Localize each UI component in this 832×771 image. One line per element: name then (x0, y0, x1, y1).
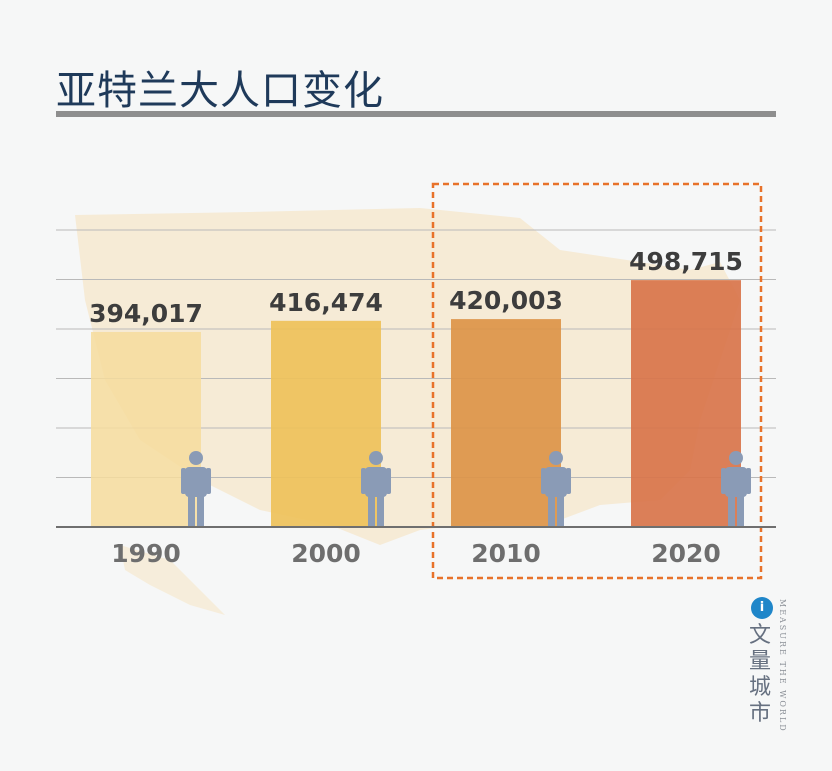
value-label-2000: 416,474 (269, 288, 383, 317)
person-icon (541, 451, 571, 527)
bar-2000 (271, 320, 381, 527)
title-rule (56, 111, 776, 117)
chart-bars (91, 280, 741, 527)
usa-map-shape (75, 208, 740, 545)
brand-logo-icon: i (751, 597, 773, 619)
bar-1990 (91, 331, 201, 527)
chart-value-labels: 394,017 416,474 420,003 498,715 (89, 247, 743, 328)
value-label-1990: 394,017 (89, 299, 203, 328)
bar-2010 (451, 319, 561, 527)
value-label-2020: 498,715 (629, 247, 743, 276)
person-icon (361, 451, 391, 527)
x-tick-2000: 2000 (291, 539, 361, 568)
x-tick-1990: 1990 (111, 539, 181, 568)
x-tick-2010: 2010 (471, 539, 541, 568)
brand-watermark: i 文量城市 MEASURE THE WORLD (749, 597, 797, 737)
chart-person-icons (181, 451, 751, 527)
value-label-2010: 420,003 (449, 286, 563, 315)
brand-name: 文量城市 (749, 623, 772, 726)
highlight-box (431, 182, 763, 580)
x-tick-2020: 2020 (651, 539, 721, 568)
person-icon (721, 451, 751, 527)
alaska-map-shape (120, 545, 225, 615)
usa-map-background (75, 208, 740, 615)
chart-x-tick-labels: 1990 2000 2010 2020 (111, 539, 721, 568)
brand-tagline: MEASURE THE WORLD (778, 599, 787, 733)
person-icon (181, 451, 211, 527)
page-title: 亚特兰大人口变化 (56, 68, 384, 114)
